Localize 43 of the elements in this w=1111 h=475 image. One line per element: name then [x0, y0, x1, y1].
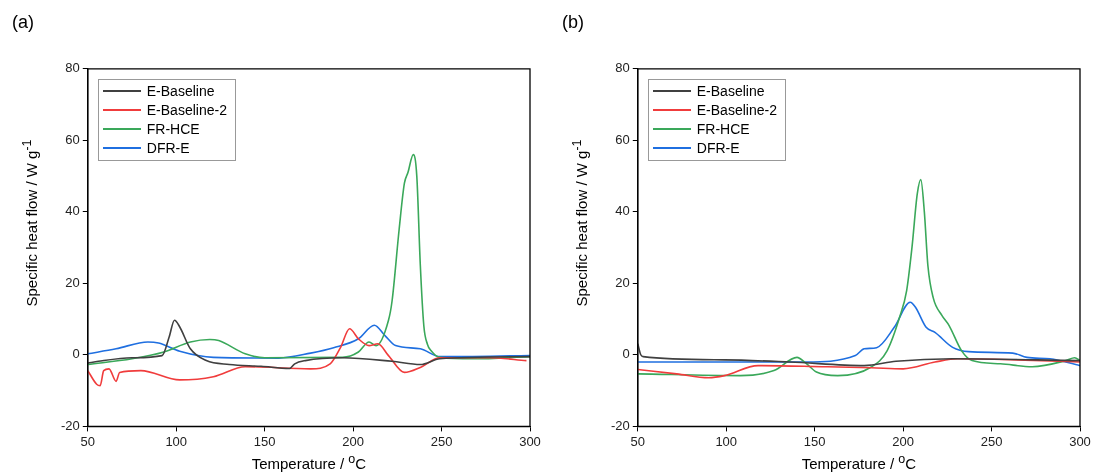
line-series	[87, 324, 530, 359]
line-series	[87, 319, 530, 370]
x-axis-title: Temperature / $^{o}$C	[251, 452, 367, 472]
chart-title: (a)	[12, 12, 34, 33]
legend-label: E-Baseline-2	[696, 102, 777, 119]
legend-label: DFR-E	[696, 140, 740, 157]
x-tick-label: 100	[165, 433, 188, 449]
x-tick-label: 150	[803, 433, 826, 449]
x-tick-label: 200	[892, 433, 914, 449]
line-series	[637, 342, 1080, 367]
y-tick-label: 60	[615, 131, 630, 147]
x-tick-label: 100	[715, 433, 738, 449]
x-axis-title: Temperature / $^{o}$C	[801, 452, 917, 472]
y-tick-label: 0	[72, 346, 80, 362]
x-tick-label: 50	[80, 433, 96, 449]
x-tick-label: 250	[430, 433, 453, 449]
line-series	[637, 178, 1080, 377]
y-tick-label: 0	[622, 346, 630, 362]
legend-label: E-Baseline	[696, 83, 765, 100]
line-series	[87, 327, 528, 387]
y-tick-label: -20	[60, 417, 80, 433]
legend-label: FR-HCE	[146, 121, 200, 138]
line-series	[87, 153, 530, 366]
x-tick-label: 300	[519, 433, 541, 449]
y-tick-label: 20	[65, 274, 80, 290]
y-tick-label: -20	[610, 417, 630, 433]
x-tick-label: 300	[1069, 433, 1091, 449]
y-tick-label: 60	[65, 131, 80, 147]
x-tick-label: 200	[342, 433, 364, 449]
y-tick-label: 20	[615, 274, 630, 290]
y-tick-label: 80	[65, 60, 80, 76]
y-tick-label: 40	[65, 203, 80, 219]
y-tick-label: 80	[615, 60, 630, 76]
legend-label: FR-HCE	[696, 121, 750, 138]
y-tick-label: 40	[615, 203, 630, 219]
legend-label: E-Baseline-2	[146, 102, 227, 119]
legend-label: E-Baseline	[146, 83, 215, 100]
x-tick-label: 50	[630, 433, 646, 449]
line-series	[637, 301, 1080, 367]
chart-title: (b)	[562, 12, 584, 33]
x-tick-label: 150	[253, 433, 276, 449]
x-tick-label: 250	[980, 433, 1003, 449]
legend-label: DFR-E	[146, 140, 190, 157]
